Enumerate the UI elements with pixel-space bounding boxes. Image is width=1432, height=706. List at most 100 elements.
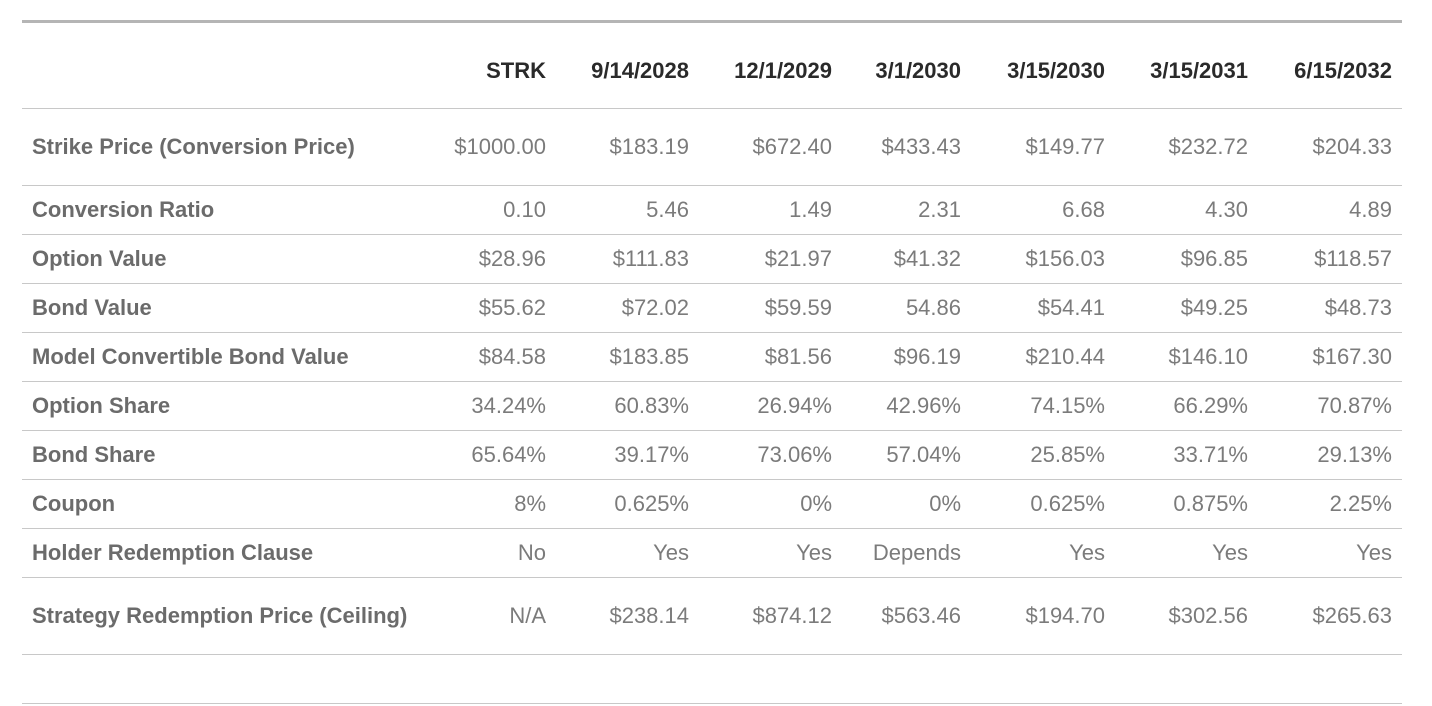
column-header: 3/15/2030 (971, 23, 1115, 109)
table-row: Coupon 8% 0.625% 0% 0% 0.625% 0.875% 2.25% (22, 479, 1402, 529)
row-label: Conversion Ratio (22, 185, 434, 235)
cell: 1.49 (699, 185, 842, 235)
table-row: Bond Share 65.64% 39.17% 73.06% 57.04% 25.85%… (22, 430, 1402, 480)
cell: Yes (556, 528, 699, 578)
cell: $204.33 (1258, 108, 1402, 186)
cell: $96.85 (1115, 234, 1258, 284)
row-label: Model Convertible Bond Value (22, 332, 434, 382)
cell: 57.04% (842, 430, 971, 480)
cell: $54.41 (971, 283, 1115, 333)
row-label: Option Share (22, 381, 434, 431)
row-label: Bond Share (22, 430, 434, 480)
cell: $238.14 (556, 577, 699, 655)
row-label: Bond Value (22, 283, 434, 333)
cell: 0.625% (971, 479, 1115, 529)
cell: $146.10 (1115, 332, 1258, 382)
cell: $167.30 (1258, 332, 1402, 382)
column-header: 12/1/2029 (699, 23, 842, 109)
header-row: STRK 9/14/2028 12/1/2029 3/1/2030 3/15/2030 3… (22, 23, 1402, 109)
cell: $49.25 (1115, 283, 1258, 333)
cell: 0% (842, 479, 971, 529)
cell: 5.46 (556, 185, 699, 235)
cell: $55.62 (434, 283, 556, 333)
table-row: Holder Redemption Clause No Yes Yes Depends Y… (22, 528, 1402, 578)
column-header: 3/15/2031 (1115, 23, 1258, 109)
cell: 0% (699, 479, 842, 529)
cell: 0.10 (434, 185, 556, 235)
cell: 39.17% (556, 430, 699, 480)
cell: $210.44 (971, 332, 1115, 382)
footnote (22, 654, 1402, 704)
cell: $72.02 (556, 283, 699, 333)
cell: 8% (434, 479, 556, 529)
cell: 29.13% (1258, 430, 1402, 480)
cell: $563.46 (842, 577, 971, 655)
cell: Depends (842, 528, 971, 578)
cell: $874.12 (699, 577, 842, 655)
column-header: 3/1/2030 (842, 23, 971, 109)
cell: 0.875% (1115, 479, 1258, 529)
cell: $149.77 (971, 108, 1115, 186)
cell: 70.87% (1258, 381, 1402, 431)
cell: 0.625% (556, 479, 699, 529)
row-label: Strategy Redemption Price (Ceiling) (22, 577, 434, 655)
cell: Yes (1115, 528, 1258, 578)
cell: 74.15% (971, 381, 1115, 431)
cell: 66.29% (1115, 381, 1258, 431)
cell: Yes (971, 528, 1115, 578)
cell: 25.85% (971, 430, 1115, 480)
cell: $433.43 (842, 108, 971, 186)
cell: $1000.00 (434, 108, 556, 186)
table-row: Model Convertible Bond Value $84.58 $183.8… (22, 332, 1402, 382)
row-label: Option Value (22, 234, 434, 284)
cell: $84.58 (434, 332, 556, 382)
cell: 34.24% (434, 381, 556, 431)
cell: $672.40 (699, 108, 842, 186)
cell: $59.59 (699, 283, 842, 333)
row-label: Strike Price (Conversion Price) (22, 108, 434, 186)
cell: 42.96% (842, 381, 971, 431)
cell: 65.64% (434, 430, 556, 480)
row-label: Coupon (22, 479, 434, 529)
cell: 26.94% (699, 381, 842, 431)
column-header: 9/14/2028 (556, 23, 699, 109)
cell: 60.83% (556, 381, 699, 431)
cell: $183.19 (556, 108, 699, 186)
table-row: Bond Value $55.62 $72.02 $59.59 54.86 $54.41 $… (22, 283, 1402, 333)
table-row: Strategy Redemption Price (Ceiling) N/A $2… (22, 577, 1402, 655)
table-row: Option Share 34.24% 60.83% 26.94% 42.96% 74.1… (22, 381, 1402, 431)
cell: $21.97 (699, 234, 842, 284)
column-header: 6/15/2032 (1258, 23, 1402, 109)
cell: N/A (434, 577, 556, 655)
cell: $194.70 (971, 577, 1115, 655)
cell: 4.30 (1115, 185, 1258, 235)
cell: $28.96 (434, 234, 556, 284)
cell: $302.56 (1115, 577, 1258, 655)
cell: 73.06% (699, 430, 842, 480)
data-table: STRK 9/14/2028 12/1/2029 3/1/2030 3/15/2030 3… (22, 23, 1402, 704)
cell: 2.25% (1258, 479, 1402, 529)
cell: No (434, 528, 556, 578)
cell: $41.32 (842, 234, 971, 284)
cell: $96.19 (842, 332, 971, 382)
cell: $156.03 (971, 234, 1115, 284)
cell: Yes (699, 528, 842, 578)
cell: $118.57 (1258, 234, 1402, 284)
table-row: Option Value $28.96 $111.83 $21.97 $41.32 $15… (22, 234, 1402, 284)
row-label: Holder Redemption Clause (22, 528, 434, 578)
table-container: STRK 9/14/2028 12/1/2029 3/1/2030 3/15/2030 3… (22, 20, 1402, 704)
column-header: STRK (434, 23, 556, 109)
cell: $111.83 (556, 234, 699, 284)
cell: $48.73 (1258, 283, 1402, 333)
cell: 54.86 (842, 283, 971, 333)
cell: $232.72 (1115, 108, 1258, 186)
cell: $265.63 (1258, 577, 1402, 655)
cell: Yes (1258, 528, 1402, 578)
table-row: Strike Price (Conversion Price) $1000.00 $… (22, 108, 1402, 186)
cell: 2.31 (842, 185, 971, 235)
cell: 4.89 (1258, 185, 1402, 235)
footnote-row (22, 654, 1402, 704)
cell: 6.68 (971, 185, 1115, 235)
cell: 33.71% (1115, 430, 1258, 480)
